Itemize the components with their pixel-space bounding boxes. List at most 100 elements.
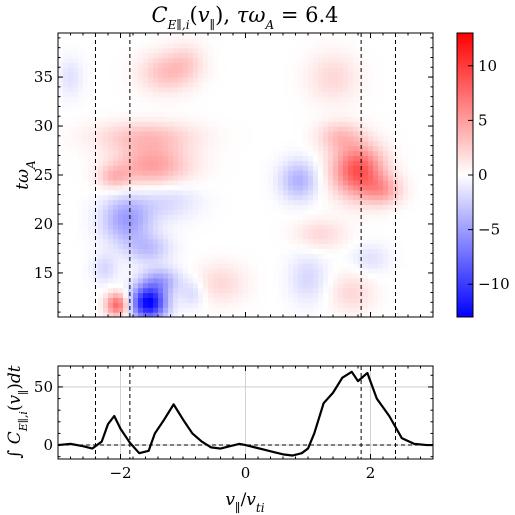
heatmap-cell <box>348 253 354 259</box>
heatmap-cell <box>143 287 149 294</box>
heatmap-cell <box>103 106 109 112</box>
heatmap-cell <box>148 121 154 127</box>
heatmap-cell <box>128 42 134 49</box>
heatmap-cell <box>398 121 404 127</box>
heatmap-cell <box>398 77 404 83</box>
heatmap-cell <box>368 214 374 220</box>
heatmap-cell <box>158 106 164 112</box>
heatmap-cell <box>73 91 79 98</box>
heatmap-cell <box>328 199 334 205</box>
heatmap-cell <box>173 77 179 83</box>
heatmap-cell <box>408 121 414 127</box>
heatmap-cell <box>108 67 114 73</box>
heatmap-cell <box>398 282 404 289</box>
heatmap-cell <box>128 307 134 313</box>
heatmap-cell <box>323 62 329 68</box>
heatmap-cell <box>333 253 339 259</box>
heatmap-cell <box>183 81 189 88</box>
heatmap-cell <box>63 233 69 240</box>
heatmap-cell <box>128 57 134 63</box>
heatmap-cell <box>308 277 314 284</box>
heatmap-cell <box>158 67 164 73</box>
heatmap-cell <box>268 248 274 254</box>
heatmap-cell <box>313 287 319 294</box>
heatmap-cell <box>178 52 184 59</box>
heatmap-cell <box>318 184 324 191</box>
heatmap-cell <box>188 238 194 245</box>
heatmap-cell <box>68 189 74 196</box>
heatmap-cell <box>428 155 433 161</box>
heatmap-cell <box>218 175 224 181</box>
heatmap-cell <box>103 101 109 108</box>
heatmap-cell <box>108 165 114 171</box>
heatmap-cell <box>248 126 254 132</box>
heatmap-cell <box>113 223 119 230</box>
heatmap-cell <box>398 233 404 240</box>
heatmap-cell <box>338 307 344 313</box>
heatmap-cell <box>383 277 389 284</box>
heatmap-cell <box>153 37 159 44</box>
heatmap-cell <box>303 67 309 73</box>
heatmap-cell <box>233 126 239 132</box>
heatmap-cell <box>293 67 299 73</box>
heatmap-cell <box>268 52 274 59</box>
heatmap-cell <box>323 258 329 264</box>
heatmap-cell <box>278 253 284 259</box>
heatmap-cell <box>418 72 424 78</box>
heatmap-cell <box>63 33 69 39</box>
heatmap-cell <box>283 268 289 274</box>
heatmap-cell <box>413 228 419 235</box>
heatmap-cell <box>353 214 359 220</box>
heatmap-cell <box>138 287 144 294</box>
heatmap-cell <box>403 135 409 142</box>
heatmap-cell <box>203 77 209 83</box>
heatmap-cell <box>298 214 304 220</box>
heatmap-cell <box>283 272 289 279</box>
heatmap-cell <box>73 199 79 205</box>
heatmap-cell <box>73 111 79 117</box>
heatmap-cell <box>328 219 334 225</box>
heatmap-cell <box>263 258 269 264</box>
heatmap-cell <box>278 111 284 117</box>
heatmap-cell <box>148 184 154 191</box>
heatmap-cell <box>333 228 339 235</box>
heatmap-cell <box>348 184 354 191</box>
heatmap-cell <box>188 165 194 171</box>
heatmap-cell <box>68 223 74 230</box>
heatmap-cell <box>388 130 394 137</box>
heatmap-cell <box>428 233 433 240</box>
heatmap-cell <box>413 150 419 157</box>
heatmap-cell <box>213 282 219 289</box>
heatmap-cell <box>58 268 64 274</box>
heatmap-cell <box>378 145 384 152</box>
heatmap-cell <box>278 160 284 166</box>
heatmap-cell <box>163 175 169 181</box>
heatmap-cell <box>213 228 219 235</box>
heatmap-cell <box>288 62 294 68</box>
heatmap-cell <box>203 228 209 235</box>
heatmap-cell <box>213 130 219 137</box>
heatmap-cell <box>318 106 324 112</box>
heatmap-cell <box>263 175 269 181</box>
heatmap-cell <box>68 91 74 98</box>
heatmap-cell <box>313 307 319 313</box>
heatmap-cell <box>353 101 359 108</box>
heatmap-cell <box>288 297 294 303</box>
heatmap-cell <box>253 297 259 303</box>
heatmap-cell <box>248 214 254 220</box>
heatmap-cell <box>253 130 259 137</box>
heatmap-cell <box>368 194 374 201</box>
integrated-curve <box>58 370 433 457</box>
heatmap-cell <box>153 302 159 308</box>
heatmap-cell <box>198 243 204 250</box>
heatmap-cell <box>328 145 334 152</box>
heatmap-cell <box>323 292 329 299</box>
heatmap-cell <box>378 96 384 103</box>
heatmap-cell <box>368 126 374 132</box>
heatmap-cell <box>228 209 234 215</box>
heatmap-cell <box>288 233 294 240</box>
heatmap-cell <box>118 297 124 303</box>
heatmap-cell <box>378 204 384 210</box>
heatmap-cell <box>88 204 94 210</box>
heatmap-cell <box>253 263 259 269</box>
